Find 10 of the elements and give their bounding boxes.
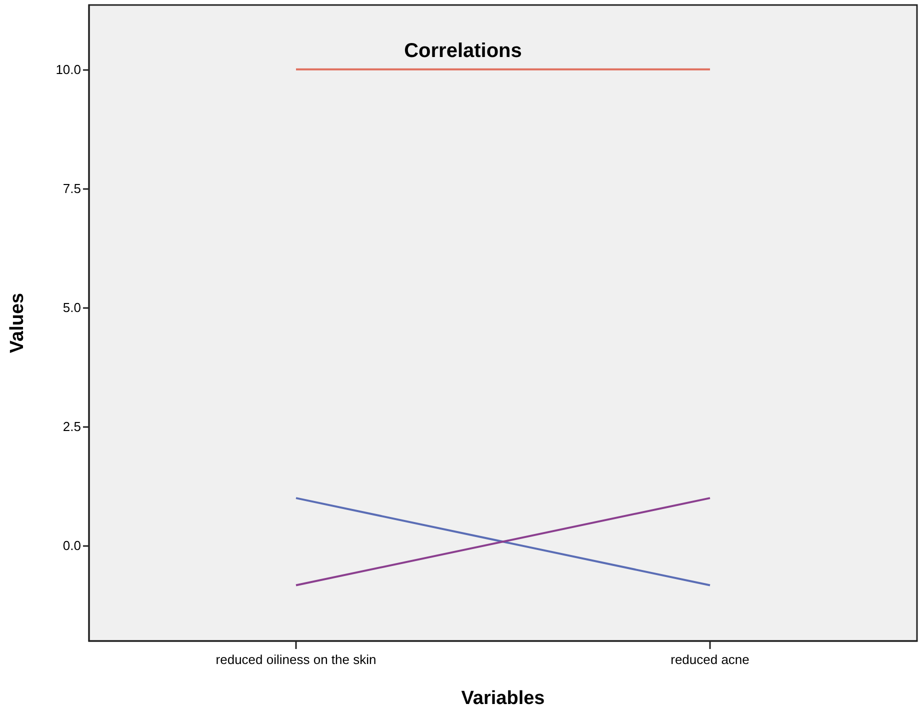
y-tick-label: 5.0 xyxy=(62,300,81,316)
x-axis-title: Variables xyxy=(461,688,545,709)
x-tick-label: reduced oiliness on the skin xyxy=(216,652,376,667)
y-tick-label: 2.5 xyxy=(62,419,81,434)
text: Correlations xyxy=(404,40,522,62)
x-tick-label: reduced acne xyxy=(670,652,750,667)
y-tick-label: 7.5 xyxy=(62,180,81,196)
y-tick-label: 10.0 xyxy=(56,62,81,77)
y-tick-label: 0.0 xyxy=(62,538,81,554)
y-axis-title: Values xyxy=(7,292,28,354)
